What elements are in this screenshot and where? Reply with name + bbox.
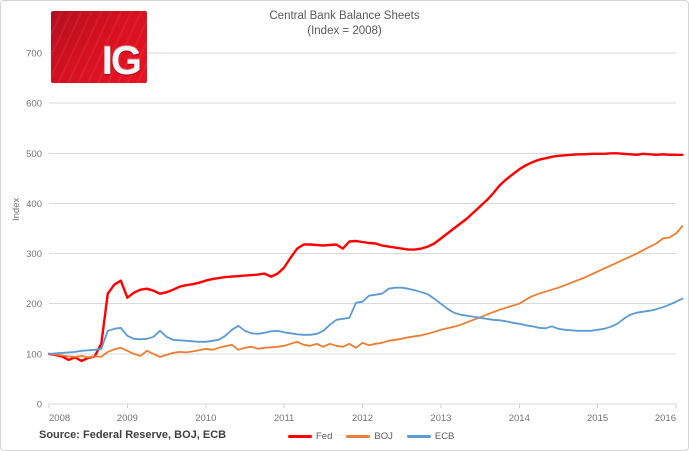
- x-tick-label-2013: 2013: [430, 413, 451, 424]
- x-tick-label-2012: 2012: [352, 413, 373, 424]
- chart-title-line1: Central Bank Balance Sheets: [269, 10, 420, 22]
- x-tick-label-2015: 2015: [587, 413, 608, 424]
- legend-swatch-ecb: [406, 435, 431, 438]
- legend-label-fed: Fed: [316, 431, 333, 442]
- y-axis-title: Index: [11, 197, 22, 221]
- y-tick-label-100: 100: [26, 349, 42, 360]
- legend-label-ecb: ECB: [434, 431, 455, 442]
- x-tick-label-2009: 2009: [117, 413, 138, 424]
- chart-title: Central Bank Balance Sheets (Index = 200…: [1, 9, 688, 39]
- x-tick-label-2010: 2010: [195, 413, 216, 424]
- y-tick-label-700: 700: [26, 49, 42, 60]
- y-tick-label-500: 500: [26, 149, 42, 160]
- chart-title-line2: (Index = 2008): [307, 25, 382, 37]
- legend: Fed BOJ ECB: [288, 431, 454, 442]
- x-tick-label-2014: 2014: [509, 413, 530, 424]
- legend-item-fed: Fed: [288, 431, 332, 442]
- ig-logo-text: IG: [101, 39, 142, 83]
- y-tick-label-300: 300: [26, 249, 42, 260]
- legend-swatch-boj: [346, 435, 371, 438]
- x-tick-label-2016: 2016: [655, 413, 676, 424]
- y-tick-label-200: 200: [26, 299, 42, 310]
- series-line-fed: [47, 152, 684, 363]
- legend-item-ecb: ECB: [406, 431, 455, 442]
- source-note: Source: Federal Reserve, BOJ, ECB: [39, 429, 227, 441]
- legend-label-boj: BOJ: [374, 431, 393, 442]
- y-tick-label-0: 0: [37, 400, 42, 411]
- y-tick-label-600: 600: [26, 99, 42, 110]
- x-tick-label-2011: 2011: [274, 413, 294, 424]
- legend-item-boj: BOJ: [346, 431, 393, 442]
- x-tick-label-2008: 2008: [49, 413, 70, 424]
- series-line-boj: [48, 225, 684, 359]
- y-tick-label-400: 400: [26, 199, 42, 210]
- legend-swatch-fed: [288, 435, 312, 438]
- series-line-ecb: [48, 286, 684, 355]
- ig-logo: IG: [51, 11, 147, 83]
